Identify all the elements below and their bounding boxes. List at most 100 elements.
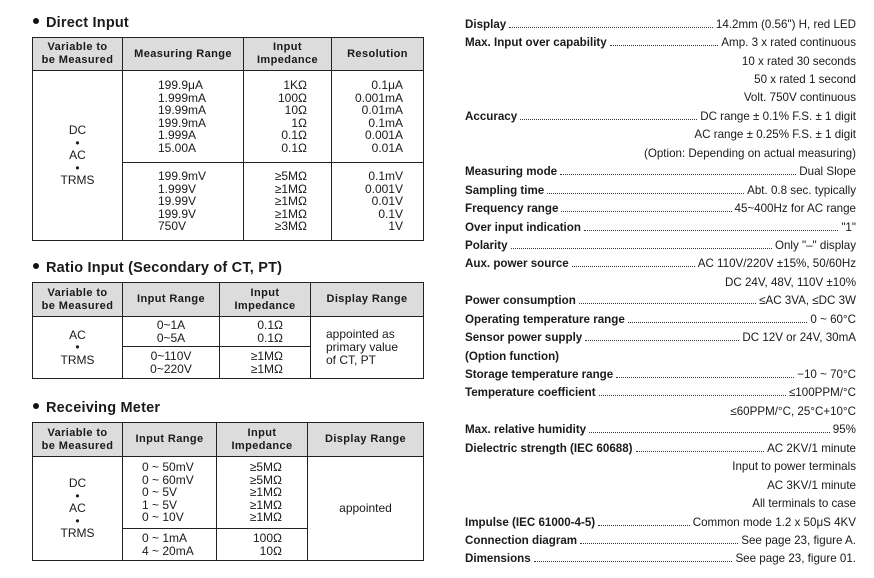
cell-value: ≥1MΩ [249, 497, 282, 512]
table-cell: 100Ω 10Ω [216, 528, 308, 561]
cell-value: 0.1mA [368, 115, 403, 130]
dot-leader [560, 174, 797, 176]
spec-value: See page 23, figure 01. [735, 552, 856, 566]
dot-leader [520, 118, 698, 120]
variable-cell: DC • AC • TRMS [32, 70, 123, 241]
spec-label: Polarity [465, 238, 508, 252]
column-header: Input Impedance [243, 37, 332, 71]
table-receiving-meter: Variable to be Measured Input Range Input … [32, 422, 424, 561]
cell-value: ≥1MΩ [250, 361, 283, 376]
cell-value: 4 ~ 20mA [142, 543, 194, 558]
variable-label: AC [69, 501, 86, 516]
variable-label: AC [69, 148, 86, 163]
table-cell: ≥1MΩ ≥1MΩ [219, 346, 311, 379]
spec-row-continued: All terminals to case [465, 494, 856, 512]
cell-value: 0.01mA [361, 103, 403, 117]
dot-leader [583, 229, 839, 231]
spec-row-sensor-power-supply: Sensor power supply DC 12V or 24V, 30mA [465, 328, 856, 346]
table-ratio-input-secondary-of-ct-pt: Variable to be Measured Input Range Input … [32, 282, 424, 379]
cell-value: 100Ω [253, 531, 282, 545]
cell-value: ≥5MΩ [249, 460, 282, 475]
cell-value: 1.999V [158, 181, 197, 196]
variable-label: • [75, 513, 80, 528]
spec-row-sampling-time: Sampling time Abt. 0.8 sec. typically [465, 181, 856, 199]
cell-value: ≥1MΩ [274, 181, 307, 196]
cell-value: ≥1MΩ [249, 510, 282, 525]
table-cell: 0.1Ω 0.1Ω [219, 316, 311, 347]
dot-leader [509, 26, 713, 28]
cell-value: 750V [158, 219, 187, 234]
cell-value: 1.999mA [158, 90, 207, 105]
cell-value: 0.1Ω [257, 330, 283, 345]
variable-cell: DC • AC • TRMS [32, 456, 123, 561]
spec-row-continued: 50 x rated 1 second [465, 70, 856, 88]
spec-label: Sensor power supply [465, 331, 583, 345]
spec-row-dimensions: Dimensions See page 23, figure 01. [465, 550, 856, 568]
spec-label: Impulse (IEC 61000-4-5) [465, 515, 596, 529]
column-header: Input Range [122, 422, 217, 457]
cell-value: 0.1Ω [257, 318, 283, 332]
dot-leader [635, 450, 765, 452]
spec-label: Operating temperature range [465, 312, 625, 326]
section-title-text: Receiving Meter [46, 400, 161, 416]
spec-value: Volt. 750V continuous [743, 91, 856, 105]
cell-value: 0.001mA [354, 90, 403, 105]
cell-value: 10Ω [284, 103, 307, 117]
spec-row-continued: AC 3KV/1 minute [465, 476, 856, 494]
cell-value: 0 ~ 1mA [142, 531, 188, 545]
bullet-icon [33, 263, 39, 269]
spec-label: Measuring mode [465, 165, 558, 179]
dot-leader [578, 303, 757, 305]
dot-leader [598, 395, 786, 397]
cell-value: 1 ~ 5V [142, 497, 178, 512]
dot-leader [533, 561, 733, 563]
cell-value: 0.01V [371, 194, 403, 209]
spec-row-storage-temperature-range: Storage temperature range −10 ~ 70°C [465, 365, 856, 383]
table-cell: 0~1A 0~5A [122, 316, 220, 347]
variable-label: DC [68, 476, 87, 491]
cell-value: ≥5MΩ [274, 169, 307, 184]
dot-leader [609, 45, 719, 47]
spec-value: 10 x rated 30 seconds [741, 54, 856, 68]
spec-value: All terminals to case [752, 497, 856, 511]
spec-label: Temperature coefficient [465, 386, 596, 400]
variable-label: • [75, 160, 80, 175]
cell-value: ≥1MΩ [249, 485, 282, 500]
dot-leader [627, 321, 808, 323]
spec-label: Dielectric strength (IEC 60688) [465, 441, 633, 455]
column-header: Variable to be Measured [32, 37, 123, 71]
cell-value: 0.1mV [368, 169, 403, 184]
spec-row-frequency-range: Frequency range 45~400Hz for AC range [465, 199, 856, 217]
table-cell: 0~110V 0~220V [122, 346, 220, 379]
table-row-group: 0 ~ 1mA 4 ~ 20mA 100Ω 10Ω [33, 528, 424, 561]
cell-value: 10Ω [259, 543, 282, 558]
spec-row-max-input-over-capability: Max. Input over capability Amp. 3 x rated… [465, 33, 856, 51]
display-range-text: of CT, PT [326, 353, 377, 367]
section-title-direct-input: Direct Input [33, 15, 129, 31]
spec-value: Amp. 3 x rated continuous [721, 36, 856, 50]
spec-label: Frequency range [465, 202, 559, 216]
spec-value: Input to power terminals [732, 460, 856, 474]
specifications-list: Display 14.2mm (0.56") H, red LED Max. Inp… [465, 15, 856, 568]
spec-value: ≤100PPM/°C [788, 386, 856, 400]
cell-value: 199.9μA [158, 78, 203, 92]
table-cell: ≥5MΩ ≥1MΩ ≥1MΩ ≥1MΩ ≥3MΩ [243, 162, 332, 241]
table-cell: 0.1μA 0.001mA 0.01mA 0.1mA 0.001A 0.01A [331, 70, 424, 163]
cell-value: 0~1A [156, 318, 186, 332]
cell-value: 0 ~ 5V [142, 485, 178, 500]
spec-row-continued: 10 x rated 30 seconds [465, 52, 856, 70]
spec-value: 45~400Hz for AC range [734, 202, 857, 216]
variable-label: AC [69, 327, 86, 342]
cell-value: 0~5A [156, 330, 186, 345]
cell-value: 19.99mA [158, 103, 207, 117]
spec-value: 95% [832, 423, 856, 437]
variable-label: DC [68, 123, 87, 138]
display-range-text: appointed [339, 501, 392, 515]
spec-value: DC 12V or 24V, 30mA [742, 331, 856, 345]
spec-label: Dimensions [465, 552, 531, 566]
spec-row-option-function: (Option function) [465, 347, 856, 365]
section-title-receiving-meter: Receiving Meter [33, 400, 160, 416]
spec-row-display: Display 14.2mm (0.56") H, red LED [465, 15, 856, 33]
table-header-row: Variable to be Measured Input Range Input … [32, 422, 424, 457]
variable-label: • [75, 135, 80, 150]
